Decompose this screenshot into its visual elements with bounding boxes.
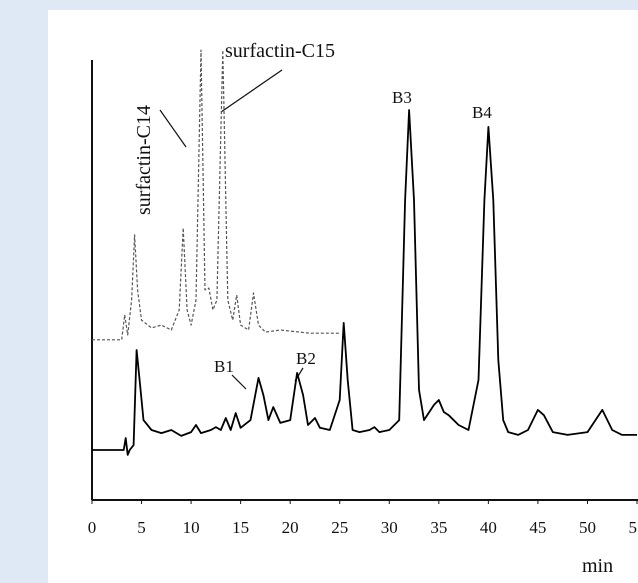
x-tick-label: 5	[137, 518, 146, 537]
annotation: surfactin-C14	[133, 105, 155, 215]
leader-line	[220, 69, 283, 113]
annotation: surfactin-C15	[225, 40, 335, 62]
annotation: B1	[214, 357, 234, 376]
x-tick-label: 0	[88, 518, 97, 537]
series-line	[92, 109, 637, 456]
x-tick-label: 35	[430, 518, 447, 537]
x-tick-label: 25	[331, 518, 348, 537]
x-tick-label: 30	[381, 518, 398, 537]
series-line	[92, 49, 340, 341]
leader-line	[231, 374, 247, 390]
x-tick-label: 20	[282, 518, 299, 537]
x-tick-label: 40	[480, 518, 497, 537]
panel	[48, 10, 638, 583]
annotation: B3	[392, 88, 412, 107]
x-tick-label: 10	[183, 518, 200, 537]
x-tick-label: 45	[529, 518, 546, 537]
x-tick-label: 50	[579, 518, 596, 537]
x-axis-label: min	[582, 555, 613, 577]
x-tick-label: 15	[232, 518, 249, 537]
leader-line	[159, 109, 187, 148]
x-tick-label: 55	[629, 518, 638, 537]
annotation: B4	[472, 103, 492, 122]
annotation: B2	[296, 349, 316, 368]
